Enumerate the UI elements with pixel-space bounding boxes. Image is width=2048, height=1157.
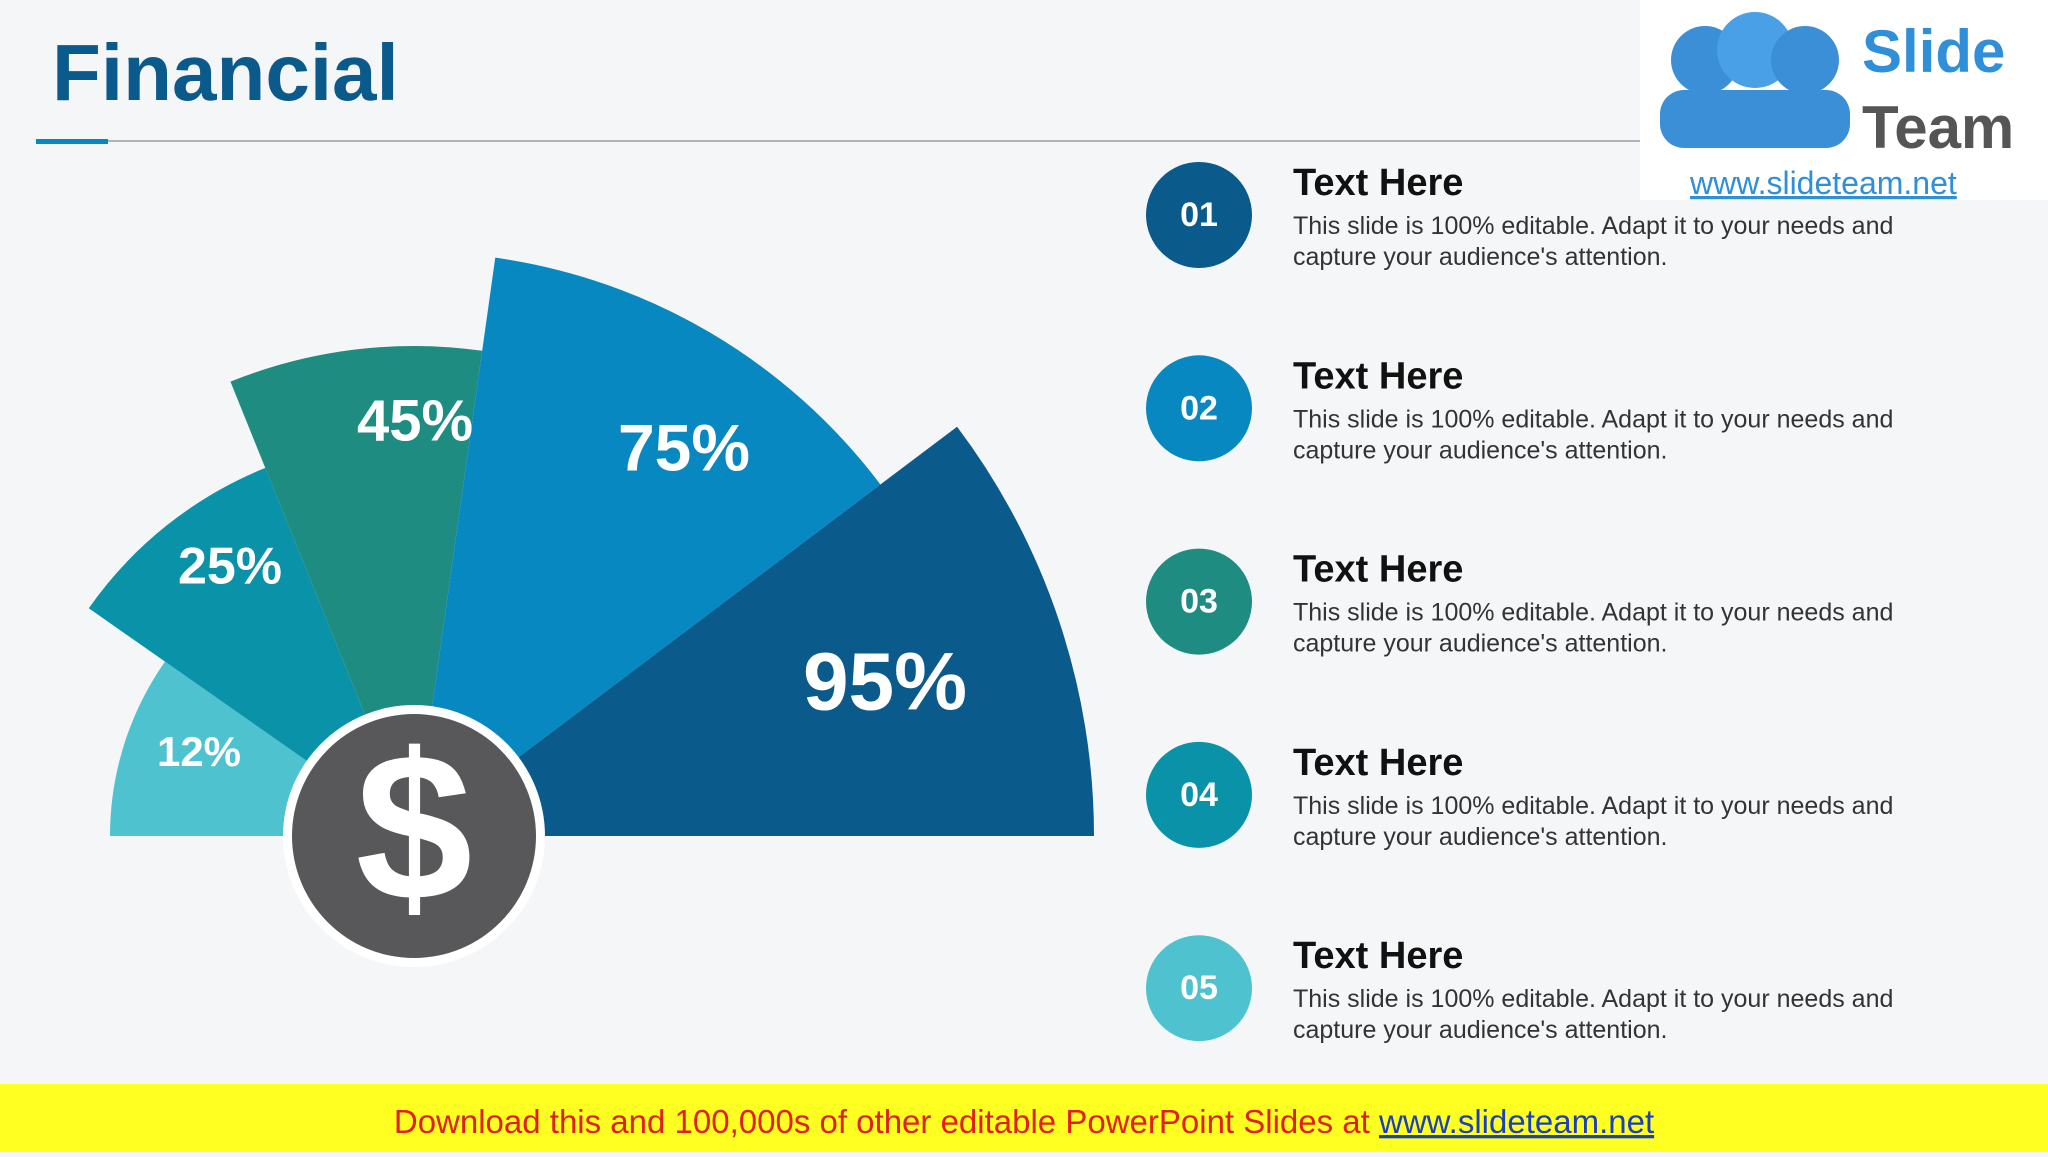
item-body: This slide is 100% editable. Adapt it to… bbox=[1293, 212, 1893, 240]
item-heading: Text Here bbox=[1293, 162, 1463, 204]
item-list: 01 Text Here This slide is 100% editable. … bbox=[1146, 162, 1893, 1044]
logo-url[interactable]: www.slideteam.net bbox=[1689, 165, 1957, 201]
item-number: 05 bbox=[1180, 969, 1218, 1007]
footer-text: Download this and 100,000s of other edit… bbox=[394, 1103, 1379, 1140]
item-heading: Text Here bbox=[1293, 355, 1463, 397]
item-body: capture your audience's attention. bbox=[1293, 630, 1667, 658]
item-badge bbox=[1146, 355, 1252, 462]
item-badge bbox=[1146, 162, 1252, 268]
icon-symbol: $ bbox=[356, 709, 473, 944]
title: Financial bbox=[52, 28, 399, 117]
item-number: 03 bbox=[1180, 583, 1218, 621]
item-body: This slide is 100% editable. Adapt it to… bbox=[1293, 985, 1893, 1013]
footer: Download this and 100,000s of other edit… bbox=[394, 1103, 1654, 1140]
item-body: capture your audience's attention. bbox=[1293, 1016, 1667, 1044]
title-accent bbox=[36, 139, 108, 144]
item-number: 04 bbox=[1180, 776, 1218, 814]
segment-label: 12% bbox=[157, 728, 241, 775]
segment-label: 95% bbox=[803, 637, 967, 728]
segment-label: 45% bbox=[357, 388, 473, 453]
segment-label: 75% bbox=[618, 410, 750, 484]
fan-segment bbox=[414, 426, 1094, 836]
item-badge bbox=[1146, 741, 1252, 848]
item-body: This slide is 100% editable. Adapt it to… bbox=[1293, 599, 1893, 627]
logo-bodies bbox=[1660, 90, 1850, 148]
logo-word: Team bbox=[1862, 94, 2014, 161]
logo-word: Slide bbox=[1862, 18, 2005, 85]
item-badge bbox=[1146, 935, 1252, 1042]
item-body: capture your audience's attention. bbox=[1293, 436, 1667, 464]
fan-segment bbox=[414, 257, 881, 836]
item-heading: Text Here bbox=[1293, 742, 1463, 784]
item-body: This slide is 100% editable. Adapt it to… bbox=[1293, 792, 1893, 820]
item-body: capture your audience's attention. bbox=[1293, 823, 1667, 851]
footer-bar bbox=[0, 1084, 2048, 1152]
footer-link[interactable]: www.slideteam.net bbox=[1378, 1103, 1654, 1140]
item-heading: Text Here bbox=[1293, 935, 1463, 977]
item-number: 01 bbox=[1180, 196, 1218, 234]
item-heading: Text Here bbox=[1293, 549, 1463, 591]
item-badge bbox=[1146, 548, 1252, 655]
item-body: This slide is 100% editable. Adapt it to… bbox=[1293, 405, 1893, 433]
fan: 12% 25% 45% 75% 95% $ bbox=[88, 257, 1094, 967]
icon-circle bbox=[292, 714, 536, 958]
item-number: 02 bbox=[1180, 389, 1218, 427]
logo: Slide Team www.slideteam.net bbox=[1640, 0, 2048, 201]
segment-label: 25% bbox=[178, 538, 282, 596]
item-body: capture your audience's attention. bbox=[1293, 243, 1667, 271]
logo-person bbox=[1771, 26, 1839, 94]
